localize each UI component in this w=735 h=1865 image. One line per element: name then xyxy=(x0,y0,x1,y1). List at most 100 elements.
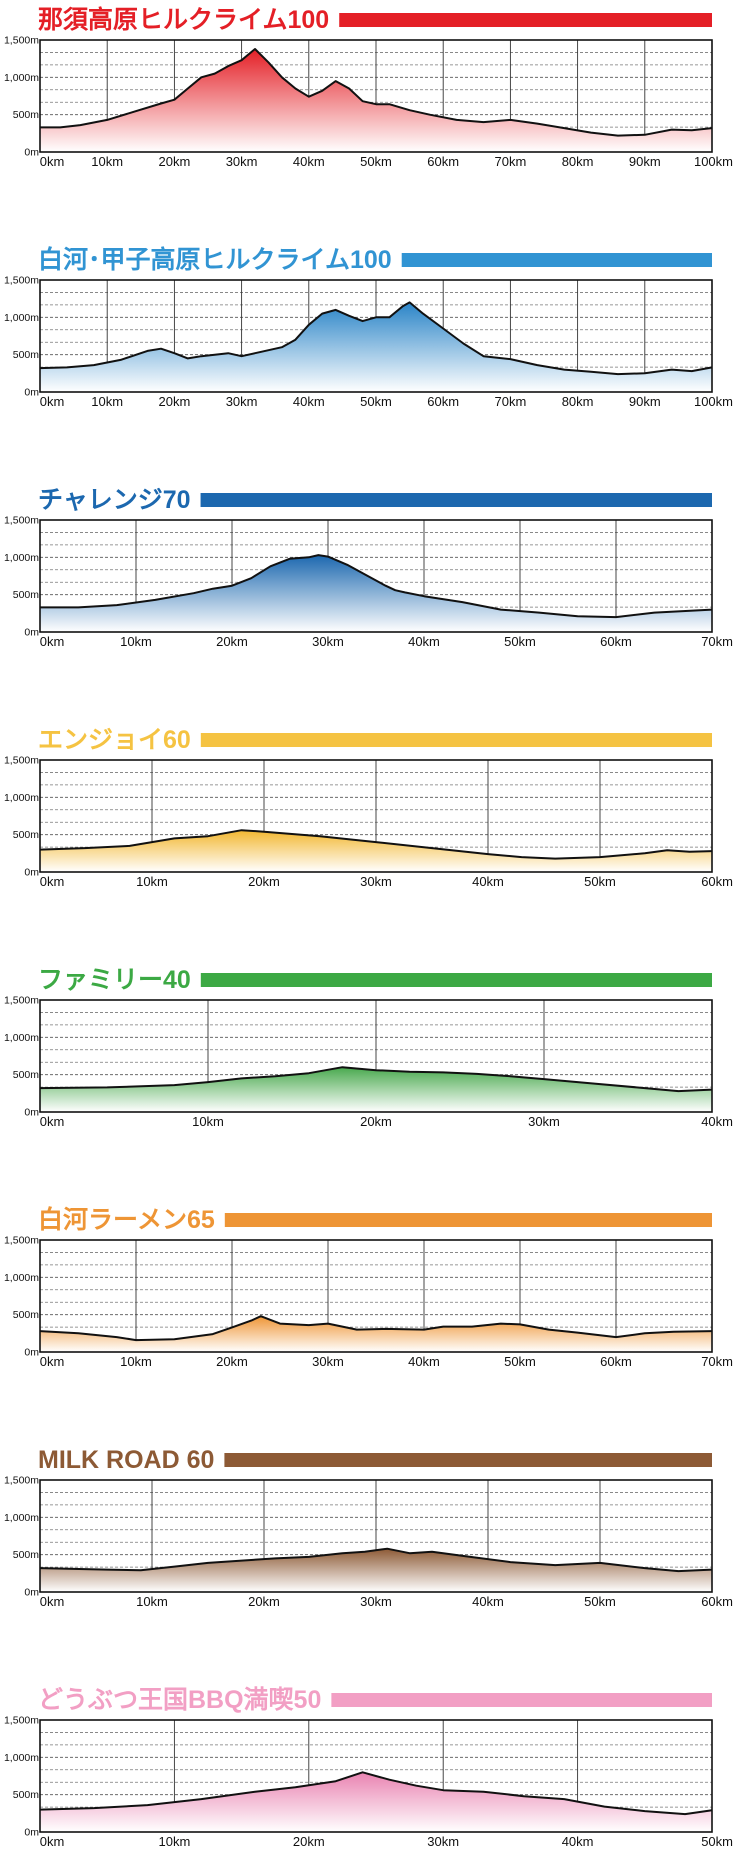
x-tick-label: 20km xyxy=(216,634,248,649)
chart-title: ファミリー40 xyxy=(38,966,191,994)
y-tick-label: 500m xyxy=(13,1549,40,1561)
x-tick-label: 60km xyxy=(701,1594,733,1609)
y-tick-label: 500m xyxy=(13,109,40,121)
chart-title: エンジョイ60 xyxy=(38,726,191,754)
title-accent-bar xyxy=(339,13,712,27)
title-accent-bar xyxy=(224,1453,712,1467)
elevation-chart-4: エンジョイ600m500m1,000m1,500m0km 10km 20km 30km… xyxy=(4,726,733,889)
x-tick-label: 0km xyxy=(40,634,65,649)
x-tick-label: 60km xyxy=(701,874,733,889)
elevation-area xyxy=(40,1316,712,1352)
y-tick-label: 0m xyxy=(24,387,39,399)
x-tick-label: 90km xyxy=(629,154,661,169)
y-tick-label: 0m xyxy=(24,1827,39,1839)
y-tick-label: 1,000m xyxy=(4,1032,39,1044)
x-tick-label: 30km xyxy=(312,1354,344,1369)
y-tick-label: 1,000m xyxy=(4,552,39,564)
elevation-area xyxy=(40,1067,712,1112)
x-tick-label: 10km xyxy=(159,1834,191,1849)
title-accent-bar xyxy=(402,253,712,267)
x-tick-label: 20km xyxy=(159,394,191,409)
y-tick-label: 1,500m xyxy=(4,275,39,287)
x-tick-label: 60km xyxy=(427,154,459,169)
x-tick-label: 30km xyxy=(360,1594,392,1609)
x-tick-label: 70km xyxy=(495,154,527,169)
x-tick-label: 10km xyxy=(136,1594,168,1609)
x-tick-label: 10km xyxy=(120,634,152,649)
chart-title: 白河･甲子高原ヒルクライム100 xyxy=(38,245,392,274)
y-tick-label: 1,000m xyxy=(4,312,39,324)
x-tick-label: 80km xyxy=(562,394,594,409)
x-tick-label: 50km xyxy=(360,394,392,409)
title-accent-bar xyxy=(201,973,712,987)
elevation-chart-2: 白河･甲子高原ヒルクライム100 0m 500m 1,000m 1,500m 0km 10k… xyxy=(4,245,733,409)
elevation-area xyxy=(40,555,712,632)
x-tick-label: 20km xyxy=(248,1594,280,1609)
x-tick-label: 20km xyxy=(159,154,191,169)
x-tick-label: 50km xyxy=(701,1834,733,1849)
y-tick-label: 500m xyxy=(13,829,40,841)
title-accent-bar xyxy=(225,1213,712,1227)
elevation-chart-7: MILK ROAD 60 0m 500m 1,000m 1,500m 0km 10km 20k… xyxy=(4,1446,733,1609)
chart-title: 那須高原ヒルクライム100 xyxy=(38,5,329,34)
elevation-area xyxy=(40,1772,712,1832)
x-tick-label: 80km xyxy=(562,154,594,169)
x-tick-label: 10km xyxy=(192,1114,224,1129)
y-tick-label: 1,500m xyxy=(4,1235,39,1247)
x-tick-label: 40km xyxy=(472,874,504,889)
x-tick-label: 10km xyxy=(91,394,123,409)
y-tick-label: 1,500m xyxy=(4,1475,39,1487)
x-tick-label: 50km xyxy=(504,634,536,649)
x-tick-label: 20km xyxy=(293,1834,325,1849)
y-tick-label: 500m xyxy=(13,589,40,601)
y-tick-label: 1,000m xyxy=(4,1512,39,1524)
y-tick-label: 1,000m xyxy=(4,1752,39,1764)
y-tick-label: 1,500m xyxy=(4,1715,39,1727)
x-tick-label: 0km xyxy=(40,1594,65,1609)
x-tick-label: 30km xyxy=(226,154,258,169)
x-tick-label: 100km xyxy=(694,154,733,169)
x-tick-label: 50km xyxy=(584,874,616,889)
chart-title: 白河ラーメン65 xyxy=(38,1205,215,1234)
y-tick-label: 0m xyxy=(24,147,39,159)
x-tick-label: 50km xyxy=(584,1594,616,1609)
x-tick-label: 30km xyxy=(427,1834,459,1849)
title-accent-bar xyxy=(201,733,712,747)
y-tick-label: 500m xyxy=(13,1789,40,1801)
x-tick-label: 0km xyxy=(40,874,65,889)
x-tick-label: 0km xyxy=(40,1114,65,1129)
title-accent-bar xyxy=(201,493,712,507)
y-tick-label: 1,500m xyxy=(4,755,39,767)
elevation-chart-8: どうぶつ王国BBQ満喫50 0m 500m 1,000m 1,500m 0km 10km 20… xyxy=(4,1686,733,1849)
chart-title: MILK ROAD 60 xyxy=(38,1446,214,1474)
x-tick-label: 60km xyxy=(427,394,459,409)
y-tick-label: 0m xyxy=(24,1107,39,1119)
y-tick-label: 0m xyxy=(24,867,39,879)
x-tick-label: 30km xyxy=(528,1114,560,1129)
elevation-chart-5: ファミリー40 0m 500m 1,000m 1,500m 0km 10km 20km 30km… xyxy=(4,966,733,1129)
x-tick-label: 0km xyxy=(40,1354,65,1369)
y-tick-label: 500m xyxy=(13,1309,40,1321)
x-tick-label: 50km xyxy=(504,1354,536,1369)
x-tick-label: 40km xyxy=(408,634,440,649)
x-tick-label: 40km xyxy=(408,1354,440,1369)
x-tick-label: 20km xyxy=(360,1114,392,1129)
x-tick-label: 70km xyxy=(495,394,527,409)
y-tick-label: 1,500m xyxy=(4,995,39,1007)
y-tick-label: 1,000m xyxy=(4,1272,39,1284)
y-tick-label: 0m xyxy=(24,1347,39,1359)
x-tick-label: 20km xyxy=(248,874,280,889)
chart-title: チャレンジ70 xyxy=(38,486,191,514)
y-tick-label: 0m xyxy=(24,1587,39,1599)
y-tick-label: 500m xyxy=(13,349,40,361)
x-tick-label: 60km xyxy=(600,634,632,649)
x-tick-label: 40km xyxy=(701,1114,733,1129)
x-tick-label: 40km xyxy=(562,1834,594,1849)
x-tick-label: 20km xyxy=(216,1354,248,1369)
elevation-chart-1: 那須高原ヒルクライム100 0m 500m 1,000m 1,500m 0km 10km 20… xyxy=(4,5,733,169)
x-tick-label: 60km xyxy=(600,1354,632,1369)
x-tick-label: 70km xyxy=(701,1354,733,1369)
y-tick-label: 1,000m xyxy=(4,792,39,804)
x-tick-label: 0km xyxy=(40,1834,65,1849)
